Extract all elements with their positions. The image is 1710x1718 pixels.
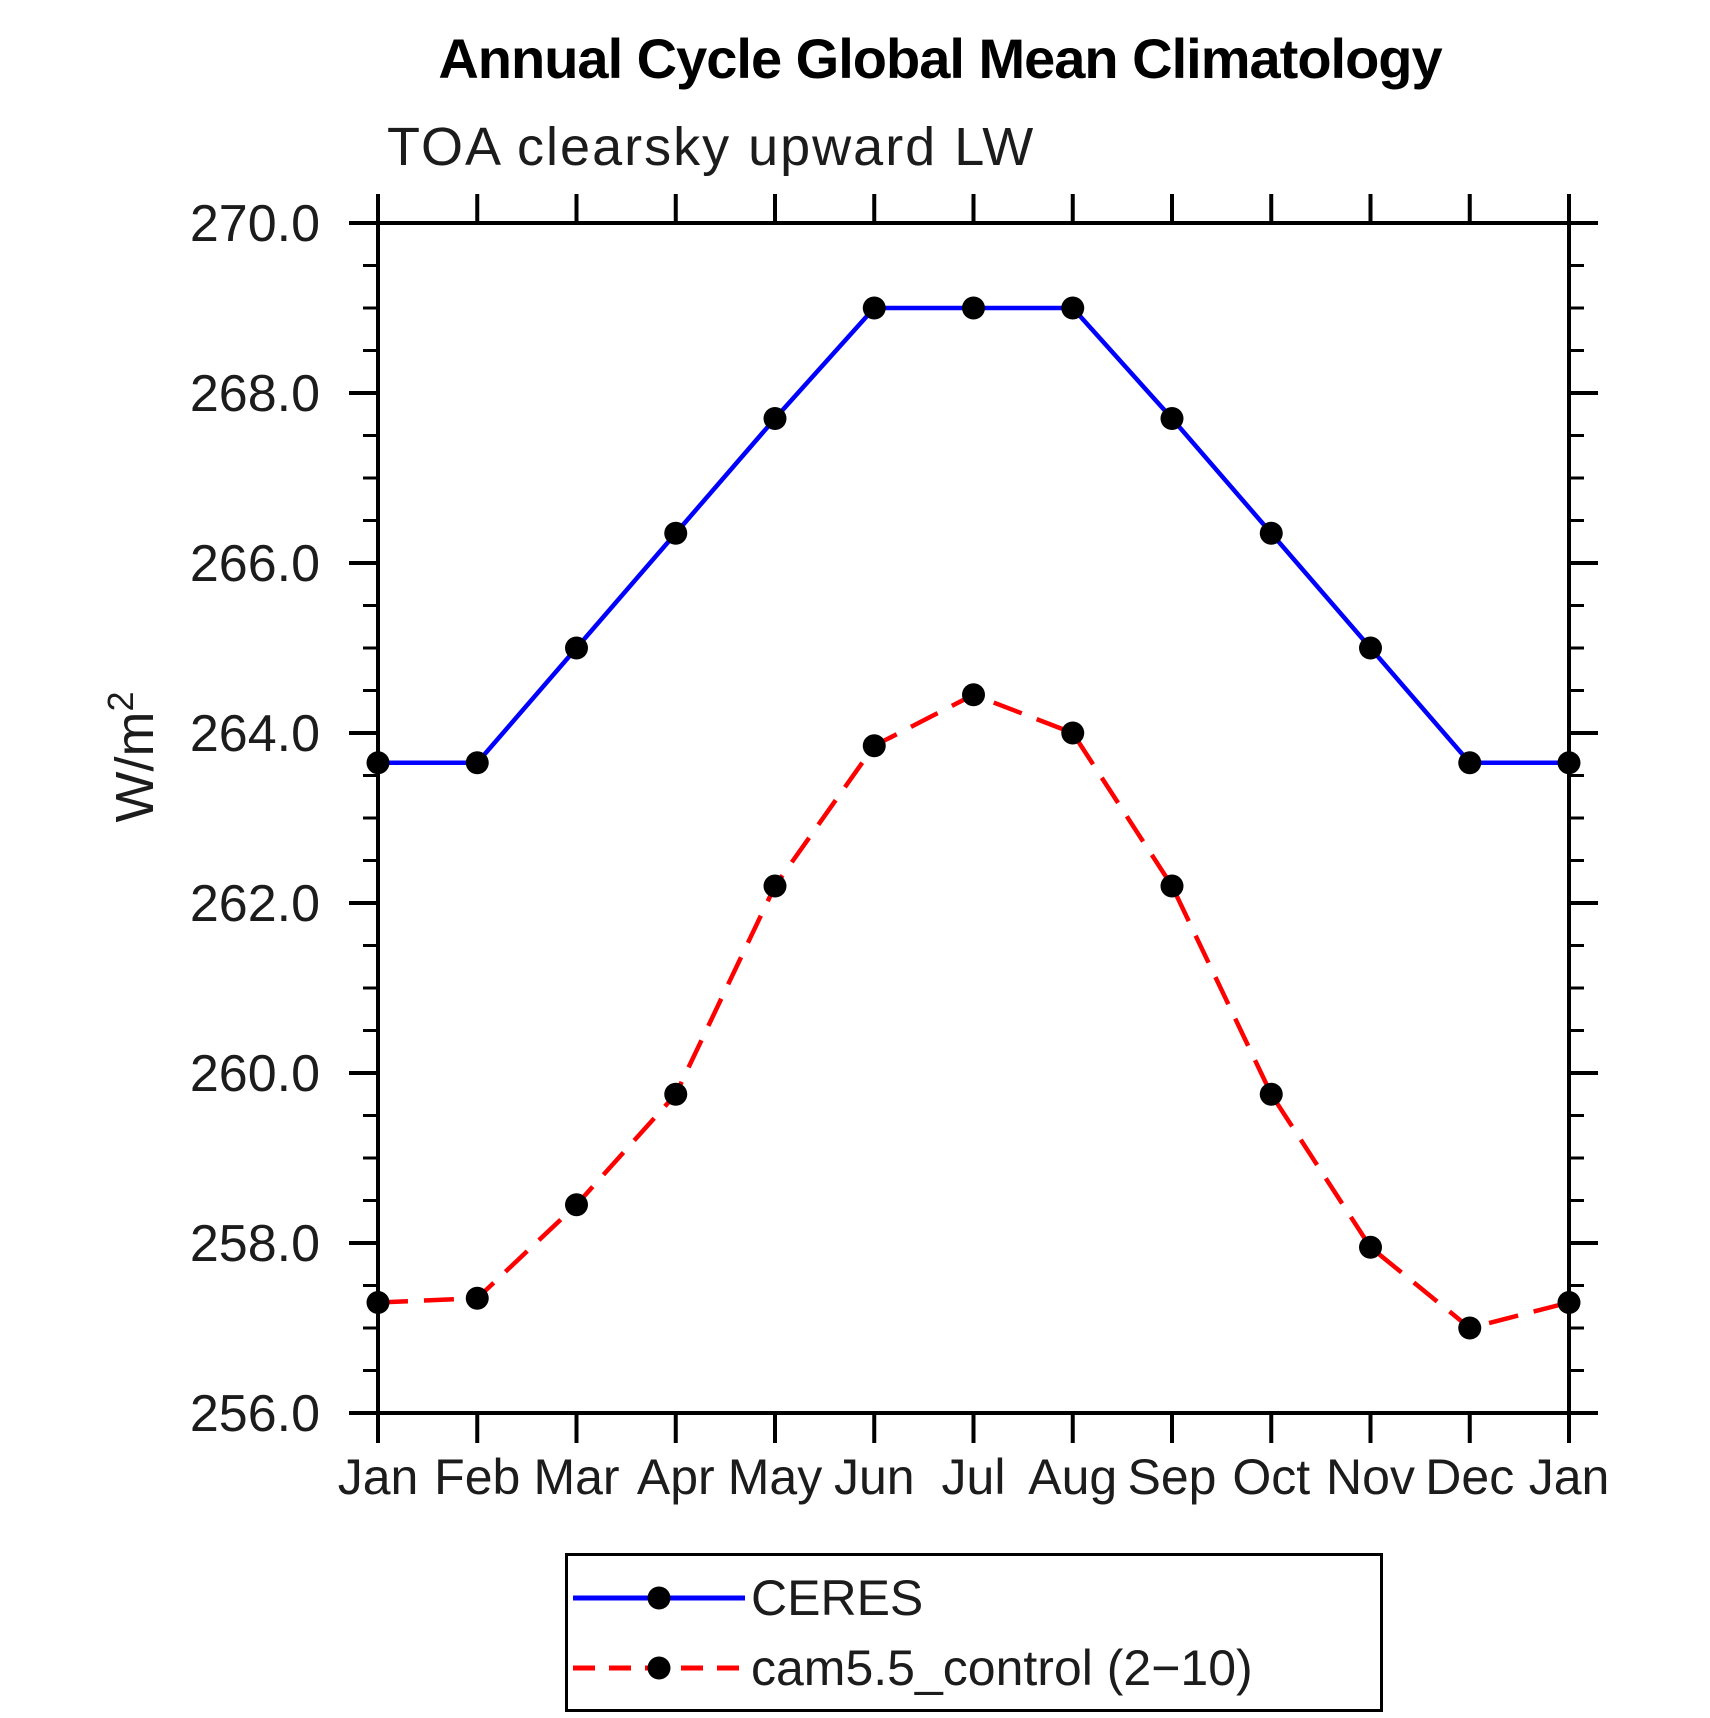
data-point	[763, 874, 787, 898]
y-tick-label: 264.0	[190, 705, 320, 763]
legend-item-cam55-control: cam5.5_control (2−10)	[568, 1633, 1380, 1703]
data-point	[664, 1082, 688, 1106]
x-tick-label: Nov	[1326, 1449, 1415, 1505]
data-point	[1259, 521, 1283, 545]
data-point	[1359, 636, 1382, 660]
legend-label-ceres: CERES	[751, 1569, 924, 1626]
data-point	[1557, 1291, 1581, 1314]
series-line-1	[377, 692, 1570, 1331]
chart-subtitle: TOA clearsky upward LW	[387, 117, 1036, 177]
data-point	[1259, 1082, 1283, 1106]
data-point	[1557, 751, 1581, 775]
data-point	[1061, 721, 1085, 745]
data-point	[862, 296, 886, 320]
y-tick-label: 266.0	[190, 535, 320, 593]
x-tick-label: Apr	[637, 1449, 715, 1505]
x-tick-label: Aug	[1028, 1449, 1117, 1505]
x-tick-label: Feb	[434, 1449, 520, 1505]
legend-marker-dot-icon	[647, 1656, 671, 1679]
data-point	[1458, 751, 1482, 775]
y-tick-label: 262.0	[190, 875, 320, 933]
x-tick-label: Mar	[533, 1449, 619, 1505]
data-point	[565, 636, 588, 660]
data-point	[1359, 1235, 1382, 1259]
x-tick-label: Jan	[1529, 1449, 1610, 1505]
y-tick-label: 268.0	[190, 365, 320, 423]
legend-item-ceres: CERES	[568, 1563, 1380, 1633]
legend-sample-ceres	[573, 1585, 745, 1611]
y-tick-label: 258.0	[190, 1215, 320, 1273]
legend-label-cam55-control: cam5.5_control (2−10)	[751, 1639, 1253, 1696]
y-tick-label: 270.0	[190, 195, 320, 253]
data-point	[1160, 407, 1184, 430]
x-tick-label: Jun	[834, 1449, 915, 1505]
x-tick-label: Jan	[338, 1449, 419, 1505]
x-tick-label: Jul	[942, 1449, 1006, 1505]
data-point	[366, 751, 390, 775]
data-point	[1160, 874, 1184, 898]
plot-frame	[376, 221, 1571, 1415]
data-point	[763, 407, 787, 430]
data-point	[962, 683, 985, 707]
legend-marker-dot-icon	[647, 1586, 671, 1609]
x-tick-label: Sep	[1128, 1449, 1217, 1505]
legend-box: CERES cam5.5_control (2−10)	[565, 1553, 1383, 1712]
x-tick-label: Dec	[1425, 1449, 1514, 1505]
legend-sample-cam55-control	[573, 1655, 745, 1681]
data-point	[366, 1291, 390, 1314]
data-point	[565, 1193, 588, 1217]
data-point	[962, 296, 985, 320]
x-tick-label: Oct	[1232, 1449, 1310, 1505]
chart-title: Annual Cycle Global Mean Climatology	[438, 27, 1442, 90]
x-tick-label: May	[728, 1449, 822, 1505]
data-point	[465, 751, 489, 775]
data-point	[1458, 1316, 1482, 1340]
data-point	[862, 734, 886, 758]
data-point	[465, 1286, 489, 1310]
y-tick-label: 260.0	[190, 1045, 320, 1103]
data-point	[664, 521, 688, 545]
data-point	[1061, 296, 1085, 320]
y-tick-label: 256.0	[190, 1385, 320, 1443]
